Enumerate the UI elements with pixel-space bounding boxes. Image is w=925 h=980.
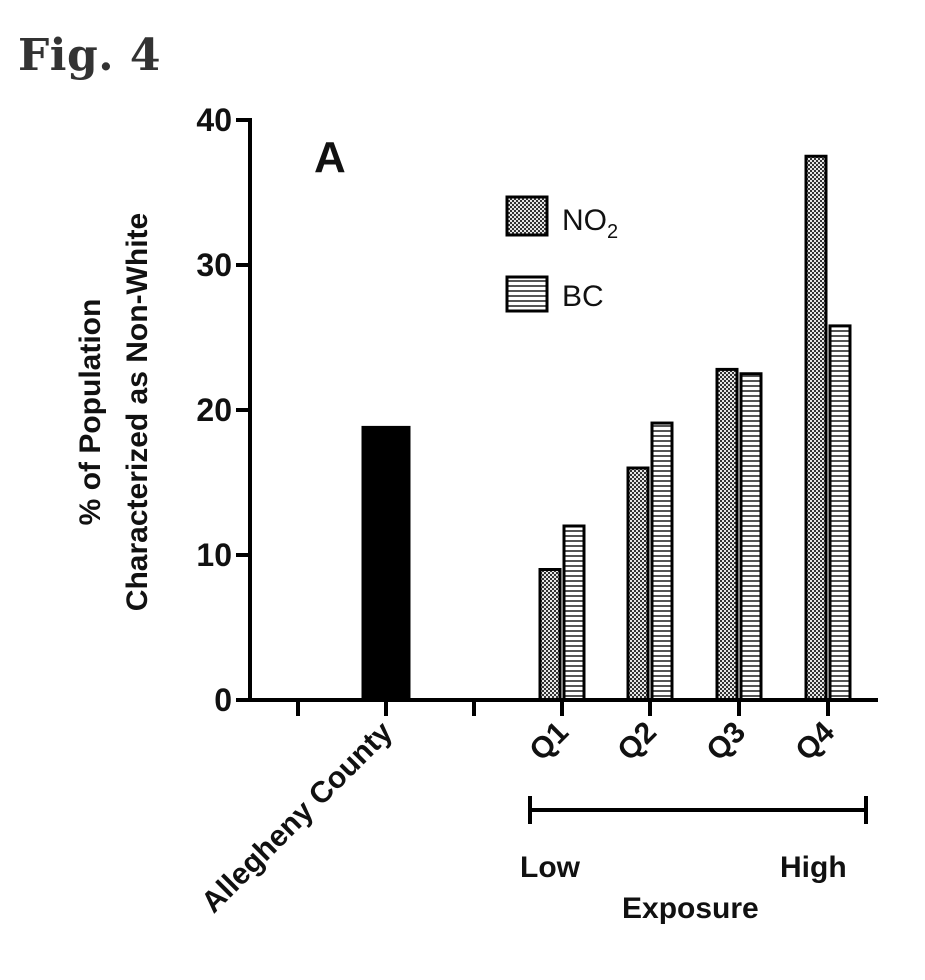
legend-label-bc: BC <box>562 280 604 313</box>
y-tick-label: 30 <box>196 247 232 283</box>
bar-allegheny-county <box>361 425 411 702</box>
legend-label-no2-main: NO <box>562 204 607 237</box>
x-tick-label: Q1 <box>523 716 575 768</box>
bars-group <box>361 154 852 702</box>
bracket-high-label: High <box>780 851 847 884</box>
bar-bc-q2 <box>650 421 674 702</box>
bar-no2-q1 <box>538 568 562 702</box>
legend-swatch-no2 <box>505 195 549 237</box>
y-tick-label: 20 <box>196 392 232 428</box>
figure-title: Fig. 4 <box>18 30 161 81</box>
legend-label-no2: NO2 <box>562 204 618 243</box>
y-axis-title-line1: % of Population <box>74 299 107 526</box>
x-tick-label: Q3 <box>700 716 752 768</box>
legend-label-no2-sub: 2 <box>607 221 618 243</box>
panel-label: A <box>314 133 346 182</box>
y-ticks-group: 0 10 20 30 40 <box>196 102 250 718</box>
y-axis-title-line2: Characterized as Non-White <box>121 213 154 611</box>
bar-bc-q3 <box>739 372 763 702</box>
bar-bc-q4 <box>828 324 852 702</box>
bracket-exposure-label: Exposure <box>622 892 759 925</box>
legend-swatch-bc <box>505 275 549 313</box>
bar-bc-q1 <box>562 524 586 702</box>
bracket-low-label: Low <box>520 851 581 884</box>
legend: NO2 BC <box>505 195 618 313</box>
y-tick-label: 10 <box>196 537 232 573</box>
x-tick-label: Q2 <box>611 716 663 768</box>
y-tick-label: 0 <box>214 682 232 718</box>
bar-no2-q3 <box>715 367 739 702</box>
exposure-bracket: Low High Exposure <box>520 796 868 925</box>
x-tick-label: Allegheny County <box>195 715 399 919</box>
bar-no2-q4 <box>804 154 828 702</box>
bar-no2-q2 <box>626 466 650 702</box>
y-tick-label: 40 <box>196 102 232 138</box>
x-tick-label: Q4 <box>789 715 841 767</box>
